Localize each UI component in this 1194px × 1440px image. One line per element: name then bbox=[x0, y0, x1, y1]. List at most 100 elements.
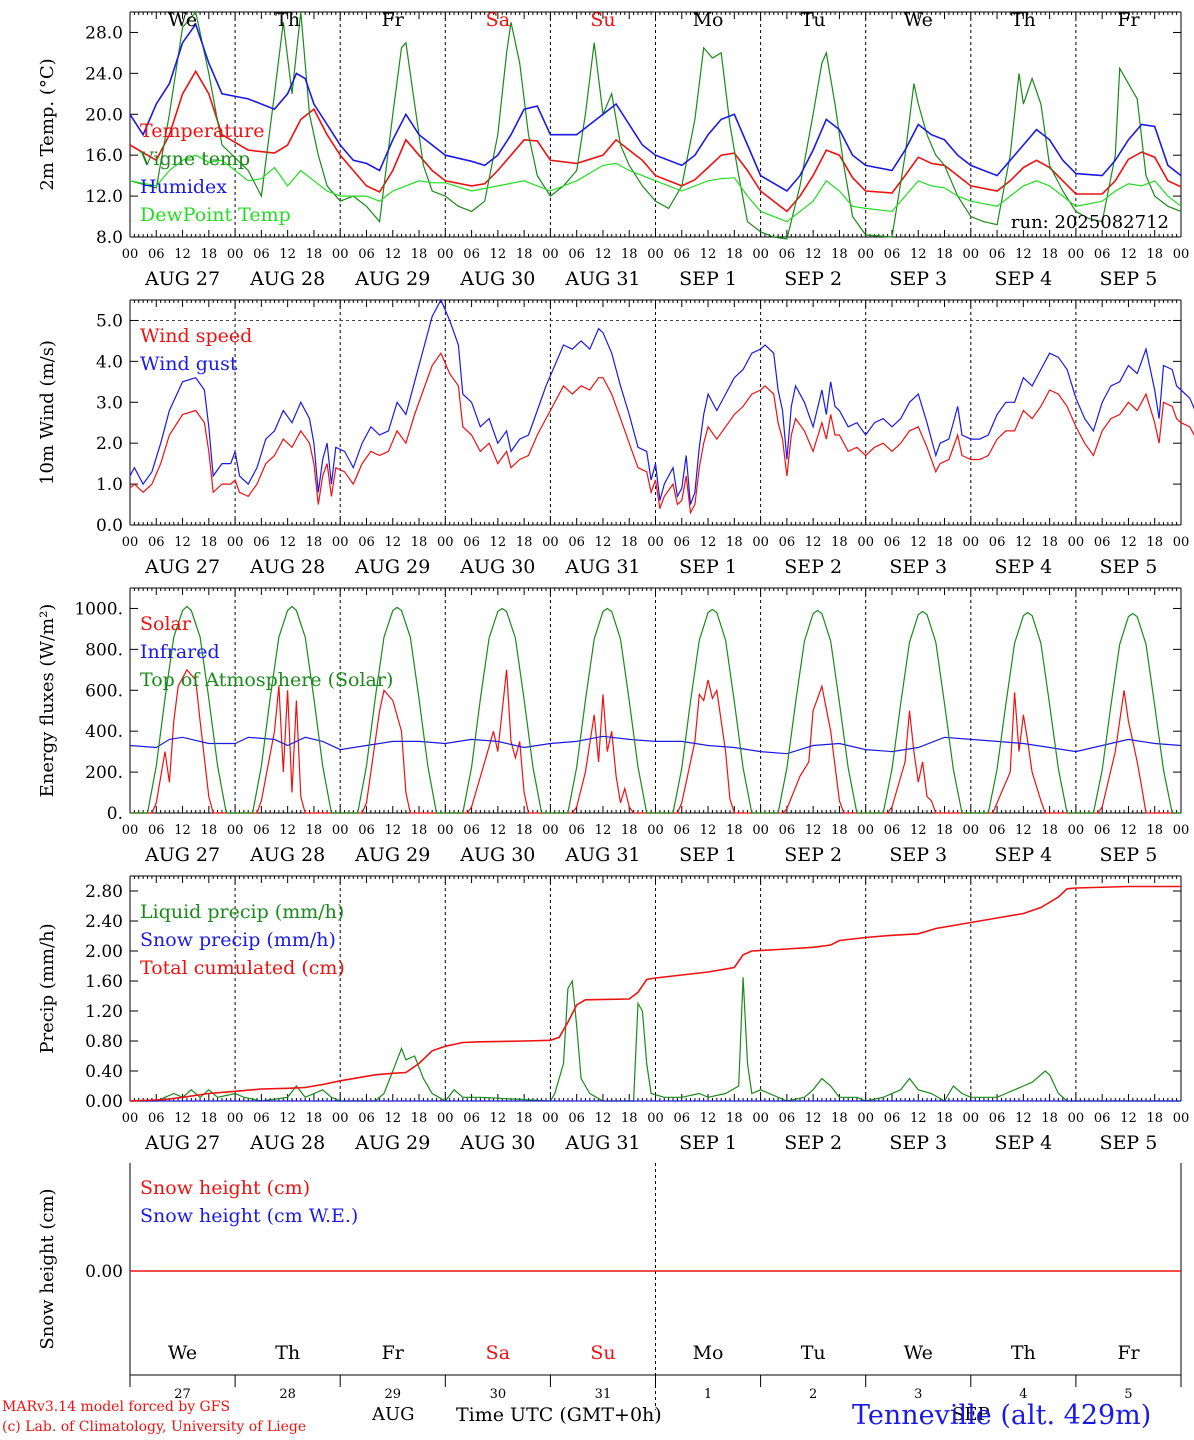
y-tick-label: 200. bbox=[85, 763, 123, 783]
hour-tick-label: 12 bbox=[700, 535, 717, 550]
hour-tick-label: 00 bbox=[963, 535, 980, 550]
hour-tick-label: 18 bbox=[726, 1111, 743, 1126]
hour-tick-label: 12 bbox=[700, 823, 717, 838]
hour-tick-label: 00 bbox=[122, 1111, 139, 1126]
hour-tick-label: 00 bbox=[1068, 1111, 1085, 1126]
hour-tick-label: 18 bbox=[411, 247, 428, 262]
hour-tick-label: 18 bbox=[936, 535, 953, 550]
hour-tick-label: 00 bbox=[752, 247, 769, 262]
hour-tick-label: 12 bbox=[384, 247, 401, 262]
hour-tick-label: 06 bbox=[358, 535, 375, 550]
date-label: SEP 1 bbox=[679, 268, 737, 290]
hour-tick-label: 06 bbox=[1094, 247, 1111, 262]
date-label: SEP 2 bbox=[784, 1132, 842, 1154]
series-line bbox=[129, 22, 1182, 193]
hour-tick-label: 00 bbox=[437, 1111, 454, 1126]
hour-tick-label: 00 bbox=[122, 247, 139, 262]
date-label: AUG 29 bbox=[354, 844, 430, 866]
hour-tick-label: 18 bbox=[831, 535, 848, 550]
hour-tick-label: 00 bbox=[122, 823, 139, 838]
hour-tick-label: 06 bbox=[779, 535, 796, 550]
legend-entry: Humidex bbox=[140, 176, 227, 198]
y-axis-label: 10m Wind (m/s) bbox=[37, 340, 58, 485]
panel-4 bbox=[129, 875, 1182, 1102]
hour-tick-label: 18 bbox=[1146, 535, 1163, 550]
hour-tick-label: 06 bbox=[358, 823, 375, 838]
hour-tick-label: 06 bbox=[568, 1111, 585, 1126]
date-label: AUG 27 bbox=[144, 556, 220, 578]
y-tick-label: 1000. bbox=[74, 599, 123, 619]
weekday-label: Sa bbox=[486, 1342, 510, 1364]
hour-tick-label: 06 bbox=[1094, 1111, 1111, 1126]
hour-tick-label: 12 bbox=[1015, 823, 1032, 838]
hour-tick-label: 12 bbox=[279, 247, 296, 262]
legend-entry: Liquid precip (mm/h) bbox=[140, 901, 344, 923]
date-label: SEP 3 bbox=[889, 268, 947, 290]
legend-entry: Snow precip (mm/h) bbox=[140, 929, 336, 951]
hour-tick-label: 00 bbox=[857, 247, 874, 262]
date-label: AUG 28 bbox=[249, 844, 325, 866]
day-number-label: 29 bbox=[384, 1387, 401, 1402]
y-tick-label: 400. bbox=[85, 722, 123, 742]
hour-tick-label: 00 bbox=[752, 823, 769, 838]
series-line bbox=[129, 154, 1182, 223]
day-number-label: 30 bbox=[490, 1387, 507, 1402]
hour-tick-label: 06 bbox=[674, 1111, 691, 1126]
hour-tick-label: 00 bbox=[542, 1111, 559, 1126]
hour-tick-label: 12 bbox=[1015, 1111, 1032, 1126]
weekday-label: Th bbox=[1011, 9, 1036, 31]
hour-tick-label: 06 bbox=[989, 247, 1006, 262]
y-tick-label: 1.60 bbox=[85, 972, 123, 992]
date-label: SEP 5 bbox=[1100, 556, 1158, 578]
y-tick-label: 3.0 bbox=[96, 393, 123, 413]
hour-tick-label: 18 bbox=[516, 823, 533, 838]
y-tick-label: 0. bbox=[107, 804, 123, 824]
hour-tick-label: 06 bbox=[674, 823, 691, 838]
series-line bbox=[129, 351, 1194, 515]
legend-entry: Snow height (cm W.E.) bbox=[140, 1205, 358, 1227]
hour-tick-label: 06 bbox=[884, 535, 901, 550]
date-label: AUG 27 bbox=[144, 844, 220, 866]
panel-3 bbox=[129, 587, 1182, 814]
y-tick-label: 28.0 bbox=[85, 23, 123, 43]
hour-tick-label: 12 bbox=[1015, 247, 1032, 262]
day-number-label: 1 bbox=[704, 1387, 712, 1402]
hour-tick-label: 18 bbox=[201, 1111, 218, 1126]
hour-tick-label: 06 bbox=[463, 247, 480, 262]
hour-tick-label: 06 bbox=[884, 247, 901, 262]
date-label: AUG 31 bbox=[564, 844, 640, 866]
hour-tick-label: 06 bbox=[674, 535, 691, 550]
y-tick-label: 20.0 bbox=[85, 105, 123, 125]
hour-tick-label: 12 bbox=[174, 535, 191, 550]
hour-tick-label: 06 bbox=[253, 823, 270, 838]
weekday-label: Fr bbox=[382, 9, 405, 31]
date-label: SEP 5 bbox=[1100, 844, 1158, 866]
hour-tick-label: 00 bbox=[857, 1111, 874, 1126]
hour-tick-label: 18 bbox=[306, 535, 323, 550]
hour-tick-label: 12 bbox=[174, 1111, 191, 1126]
date-label: AUG 31 bbox=[564, 1132, 640, 1154]
hour-tick-label: 00 bbox=[1173, 823, 1190, 838]
y-tick-label: 0.00 bbox=[85, 1262, 123, 1282]
hour-tick-label: 00 bbox=[647, 247, 664, 262]
hour-tick-label: 00 bbox=[1068, 823, 1085, 838]
hour-tick-label: 06 bbox=[463, 1111, 480, 1126]
series-line bbox=[129, 885, 1181, 1102]
hour-tick-label: 12 bbox=[384, 1111, 401, 1126]
panel-1 bbox=[129, 10, 1182, 240]
hour-tick-label: 12 bbox=[595, 823, 612, 838]
hour-tick-label: 06 bbox=[148, 535, 165, 550]
hour-tick-label: 12 bbox=[384, 535, 401, 550]
hour-tick-label: 12 bbox=[1120, 535, 1137, 550]
y-tick-label: 1.0 bbox=[96, 475, 123, 495]
weekday-label: Th bbox=[275, 1342, 300, 1364]
hour-tick-label: 00 bbox=[332, 247, 349, 262]
y-tick-label: 0.80 bbox=[85, 1032, 123, 1052]
hour-tick-label: 18 bbox=[621, 823, 638, 838]
hour-tick-label: 18 bbox=[726, 535, 743, 550]
hour-tick-label: 00 bbox=[542, 247, 559, 262]
hour-tick-label: 06 bbox=[358, 1111, 375, 1126]
hour-tick-label: 12 bbox=[1120, 823, 1137, 838]
model-credit: MARv3.14 model forced by GFS bbox=[2, 1399, 231, 1415]
